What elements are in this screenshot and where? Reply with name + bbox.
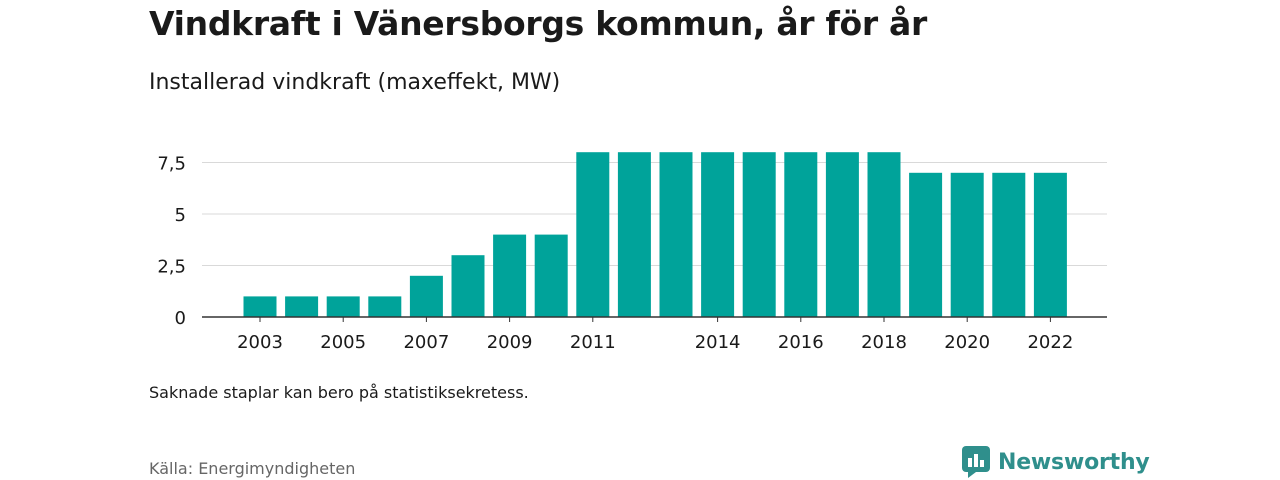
- x-tick-label: 2020: [944, 332, 990, 353]
- source-label: Källa: Energimyndigheten: [149, 459, 356, 478]
- bar-2016: [784, 152, 818, 317]
- bar-2018: [867, 152, 901, 317]
- chart-subtitle: Installerad vindkraft (maxeffekt, MW): [149, 70, 561, 95]
- bar-2009: [493, 234, 527, 317]
- y-tick-label: 0: [175, 308, 186, 329]
- bar-2014: [701, 152, 735, 317]
- bar-2015: [742, 152, 776, 317]
- bar-2022: [1033, 172, 1067, 317]
- y-tick-labels: 0 2,5 5 7,5: [157, 154, 186, 330]
- bar-2003: [243, 296, 277, 317]
- x-tick-label: 2022: [1027, 332, 1073, 353]
- brand-logo: Newsworthy: [962, 446, 1150, 478]
- bar-2008: [451, 255, 485, 317]
- x-tick-label: 2007: [403, 332, 449, 353]
- bar-2012: [617, 152, 651, 317]
- footnote: Saknade staplar kan bero på statistiksek…: [149, 383, 529, 402]
- x-tick-label: 2014: [695, 332, 741, 353]
- bar-2006: [368, 296, 402, 317]
- bar-2017: [825, 152, 859, 317]
- bar-2007: [409, 275, 443, 317]
- bar-2004: [285, 296, 319, 317]
- x-tick-label: 2018: [861, 332, 907, 353]
- chart-title: Vindkraft i Vänersborgs kommun, år för å…: [149, 4, 927, 43]
- newsworthy-logo-icon: [962, 446, 990, 478]
- x-tick-label: 2003: [237, 332, 283, 353]
- bar-2020: [950, 172, 984, 317]
- bar-2021: [992, 172, 1026, 317]
- y-tick-label: 5: [175, 205, 186, 226]
- bar-2019: [909, 172, 943, 317]
- bars: [243, 152, 1067, 317]
- y-tick-label: 2,5: [157, 257, 186, 278]
- bar-2005: [326, 296, 360, 317]
- x-tick-label: 2005: [320, 332, 366, 353]
- brand-name: Newsworthy: [998, 449, 1150, 475]
- y-tick-label: 7,5: [157, 154, 186, 175]
- x-tick-label: 2016: [778, 332, 824, 353]
- bar-2011: [576, 152, 610, 317]
- x-tick-label: 2009: [487, 332, 533, 353]
- bar-2010: [534, 234, 568, 317]
- x-tick-labels: 2003 2005 2007 2009 2011 2014 2016 2018 2020 2022: [237, 317, 1073, 353]
- x-tick-label: 2011: [570, 332, 616, 353]
- bar-2013: [659, 152, 693, 317]
